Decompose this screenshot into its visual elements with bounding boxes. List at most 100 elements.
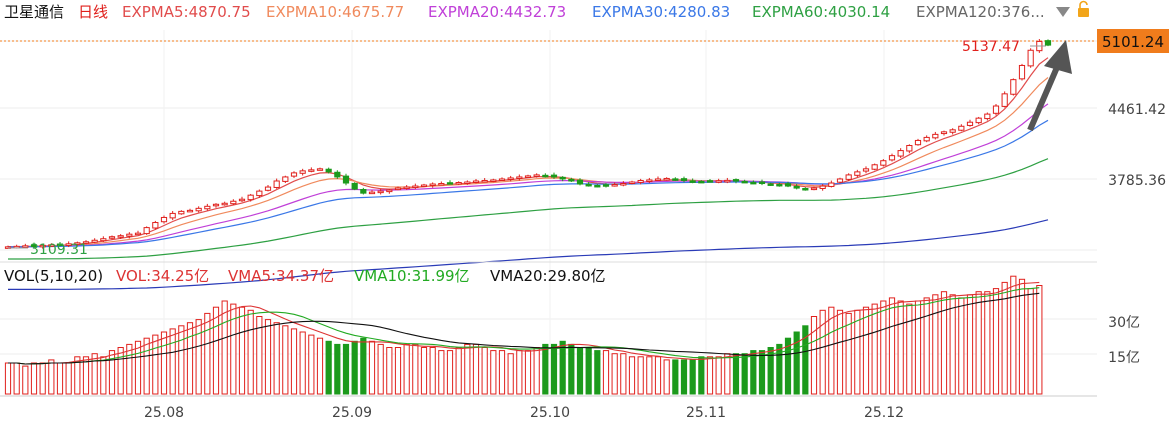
volume-bar: [958, 297, 965, 395]
volume-bar: [342, 343, 350, 395]
price-axis: 5101.24 4461.42 3785.36: [1097, 29, 1169, 189]
volume-bar: [186, 322, 194, 395]
volume-bar: [160, 331, 168, 395]
candle-body: [325, 168, 332, 173]
low-annotation: 3109.31: [30, 242, 88, 258]
candle-body: [507, 177, 514, 180]
candle-body: [984, 113, 991, 120]
candlesticks[interactable]: [4, 39, 1052, 249]
candle-body: [490, 179, 497, 182]
volume-bar: [741, 353, 748, 395]
ema20-label: EXPMA20:4432.73: [428, 3, 566, 21]
volume-bar: [1036, 285, 1043, 395]
volume-bar: [481, 347, 488, 395]
candle-body: [256, 190, 263, 197]
candle-body: [290, 172, 298, 177]
volume-bars: [4, 275, 1043, 395]
volume-bar: [828, 306, 835, 395]
candle-body: [568, 178, 575, 182]
date-tick-2: 25.09: [332, 405, 372, 421]
volume-bar: [906, 303, 913, 395]
volume-bar: [750, 350, 757, 395]
current-price-box: [1097, 29, 1169, 53]
volume-bar: [1027, 288, 1034, 395]
volume-bar: [368, 340, 376, 395]
candle-body: [637, 179, 644, 183]
trend-arrow-icon: [1027, 40, 1072, 132]
period-label[interactable]: 日线: [78, 3, 108, 21]
vma5-value: VMA5:34.37亿: [228, 267, 334, 285]
volume-bar: [22, 365, 29, 395]
candle-body: [1027, 49, 1034, 67]
vma5-line: [8, 281, 1040, 365]
candle-body: [143, 227, 150, 235]
candle-body: [316, 168, 324, 171]
volume-bar: [126, 343, 133, 395]
vma20-line: [8, 292, 1040, 365]
vol-value: VOL:34.25亿: [116, 267, 209, 285]
candle-body: [394, 187, 402, 191]
candle-body: [91, 239, 98, 243]
volume-bar: [524, 350, 532, 395]
volume-bar: [351, 340, 358, 395]
candle-body: [1044, 40, 1052, 46]
volume-bar: [299, 331, 306, 395]
volume-bar: [698, 356, 705, 395]
volume-bar: [316, 337, 324, 395]
volume-bar: [178, 325, 185, 395]
candle-body: [550, 174, 558, 178]
candle-body: [1010, 79, 1017, 95]
volume-bar: [152, 334, 159, 395]
candle-body: [992, 105, 1000, 114]
volume-bar: [689, 359, 696, 395]
candle-body: [308, 169, 315, 172]
volume-bar: [585, 347, 592, 395]
volume-bar: [949, 294, 956, 395]
volume-bar: [273, 322, 280, 395]
volume-bar: [507, 353, 514, 395]
volume-bar: [888, 297, 896, 395]
candle-body: [455, 182, 462, 185]
volume-bar: [412, 343, 419, 395]
candle-body: [732, 179, 740, 182]
lock-icon[interactable]: [1078, 0, 1089, 18]
volume-bar: [134, 340, 142, 395]
candle-body: [412, 185, 419, 189]
volume-bar: [637, 356, 644, 395]
ema20-line: [7, 103, 1049, 248]
dropdown-triangle-icon[interactable]: [1056, 7, 1070, 17]
volume-bar: [48, 359, 55, 395]
volume-bar: [82, 356, 90, 395]
volume-bar: [594, 350, 601, 395]
volume-bar: [784, 337, 792, 395]
candle-body: [802, 187, 809, 191]
volume-bar: [914, 300, 922, 395]
candle-body: [420, 184, 428, 188]
candle-body: [108, 236, 116, 239]
candle-body: [594, 184, 601, 188]
volume-bar: [498, 350, 506, 395]
vma10-value: VMA10:31.99亿: [354, 267, 470, 285]
candle-body: [264, 186, 272, 191]
candle-body: [810, 187, 818, 191]
volume-bar: [724, 353, 731, 395]
volume-bar: [542, 343, 549, 395]
volume-bar: [403, 343, 410, 395]
volume-bar: [74, 356, 81, 395]
volume-bar: [143, 337, 150, 395]
candle-body: [654, 178, 662, 181]
candle-body: [854, 171, 861, 176]
volume-bar: [568, 343, 575, 395]
candle-body: [178, 210, 185, 215]
volume-bar: [230, 303, 237, 395]
ema30-label: EXPMA30:4280.83: [592, 3, 730, 21]
candle-body: [169, 212, 176, 219]
candle-body: [672, 178, 679, 181]
volume-bar: [706, 356, 714, 395]
candle-body: [82, 241, 90, 244]
volume-bar: [420, 347, 428, 395]
volume-bar: [360, 337, 367, 395]
vol-tick-2: 15亿: [1108, 350, 1140, 366]
